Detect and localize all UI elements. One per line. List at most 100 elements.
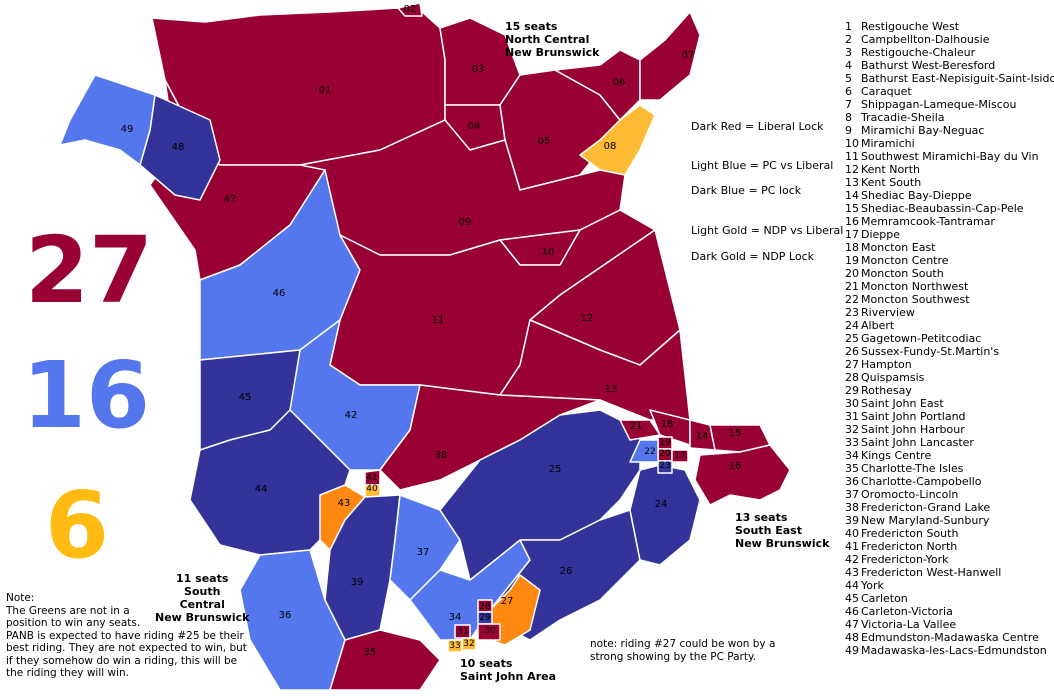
riding-list-item: 35 Charlotte-The Isles <box>845 462 1054 475</box>
riding-number-label: 20 <box>659 449 671 459</box>
riding-number: 38 <box>845 501 859 514</box>
riding-number: 15 <box>845 202 859 215</box>
riding-list-item: 34 Kings Centre <box>845 449 1054 462</box>
riding-number-label: 35 <box>364 647 377 658</box>
riding-number: 12 <box>845 163 859 176</box>
riding-number: 42 <box>845 553 859 566</box>
riding-name: Campbellton-Dalhousie <box>861 33 990 46</box>
riding-name: Fredericton South <box>861 527 959 540</box>
riding-number-label: 24 <box>655 499 668 510</box>
riding-list-item: 24 Albert <box>845 319 1054 332</box>
legend-pc-lock: Dark Blue = PC lock <box>691 184 802 197</box>
riding-number-label: 07 <box>682 50 695 61</box>
riding-list-item: 43 Fredericton West-Hanwell <box>845 566 1054 579</box>
riding-number-label: 05 <box>538 136 551 147</box>
riding-number: 2 <box>845 33 852 46</box>
riding-name: Victoria-La Vallee <box>861 618 957 631</box>
riding-number-label: 40 <box>366 484 378 494</box>
riding-list-item: 19 Moncton Centre <box>845 254 1054 267</box>
riding-number-label: 21 <box>630 421 643 432</box>
riding-list-item: 20 Moncton South <box>845 267 1054 280</box>
riding-list-item: 21 Moncton Northwest <box>845 280 1054 293</box>
region-name: South East <box>735 524 802 537</box>
note-line: best riding. They are not expected to wi… <box>6 642 247 654</box>
region-name: South <box>184 585 221 598</box>
riding-list-item: 39 New Maryland-Sunbury <box>845 514 1054 527</box>
note-line: if they somehow do win a riding, this wi… <box>6 654 238 667</box>
riding-number: 9 <box>845 124 852 137</box>
region-label-south-east: 13 seats South East New Brunswick <box>735 511 829 550</box>
riding-name: Shippagan-Lameque-Miscou <box>861 98 1017 111</box>
riding-list-item: 10 Miramichi <box>845 137 1054 150</box>
riding-number: 1 <box>845 20 852 33</box>
riding-number: 19 <box>845 254 859 267</box>
region-seats: 13 seats <box>735 511 788 524</box>
note-line: strong showing by the PC Party. <box>590 650 757 663</box>
region-name: New Brunswick <box>735 537 830 550</box>
riding-name: Fredericton-Grand Lake <box>861 501 991 514</box>
note-line: The Greens are not in a <box>6 604 130 617</box>
riding-list-item: 12 Kent North <box>845 163 1054 176</box>
riding-list-item: 16 Memramcook-Tantramar <box>845 215 1054 228</box>
note-line: position to win any seats. <box>6 617 141 629</box>
note-line: note: riding #27 could be won by a <box>590 638 776 650</box>
riding-list-item: 25 Gagetown-Petitcodiac <box>845 332 1054 345</box>
riding-name: Caraquet <box>861 85 912 98</box>
riding-number: 33 <box>845 436 859 449</box>
riding-name: Madawaska-les-Lacs-Edmundston <box>861 644 1047 657</box>
riding-number-label: 14 <box>696 431 709 442</box>
riding-number-label: 09 <box>459 217 472 228</box>
legend-ndp-vs-liberal: Light Gold = NDP vs Liberal <box>691 224 844 237</box>
riding-list-item: 47 Victoria-La Vallee <box>845 618 1054 631</box>
riding-list-item: 11 Southwest Miramichi-Bay du Vin <box>845 150 1054 163</box>
legend-pc-vs-liberal: Light Blue = PC vs Liberal <box>691 159 834 172</box>
riding-number-label: 12 <box>581 313 594 324</box>
riding-name: Miramichi <box>861 137 915 150</box>
riding-number-label: 33 <box>449 641 460 651</box>
riding-list-item: 49 Madawaska-les-Lacs-Edmundston <box>845 644 1054 657</box>
riding-number-label: 47 <box>224 194 237 205</box>
riding-name: Dieppe <box>861 228 901 241</box>
riding-list-item: 2 Campbellton-Dalhousie <box>845 33 1054 46</box>
legend-ndp-lock: Dark Gold = NDP Lock <box>691 250 815 263</box>
riding-list-item: 22 Moncton Southwest <box>845 293 1054 306</box>
riding-number-label: 06 <box>613 77 626 88</box>
riding-name: Moncton South <box>861 267 944 280</box>
riding-name: Tracadie-Sheila <box>861 111 945 124</box>
riding-list-item: 27 Hampton <box>845 358 1054 371</box>
riding-list: 1 Restigouche West 2 Campbellton-Dalhousie 3… <box>845 20 1054 657</box>
riding-number: 29 <box>845 384 859 397</box>
region-name: Saint John Area <box>460 670 556 683</box>
riding-name: Quispamsis <box>861 371 925 384</box>
riding-number: 14 <box>845 189 859 202</box>
riding-number: 21 <box>845 280 859 293</box>
riding-list-item: 9 Miramichi Bay-Neguac <box>845 124 1054 137</box>
riding-number: 35 <box>845 462 859 475</box>
riding-name: Kent South <box>861 176 922 189</box>
riding-number: 22 <box>845 293 859 306</box>
riding-17 <box>671 449 689 463</box>
riding-number-label: 49 <box>121 124 134 135</box>
riding-number: 36 <box>845 475 859 488</box>
riding-list-item: 29 Rothesay <box>845 384 1054 397</box>
riding-25 <box>439 409 641 581</box>
riding-list-item: 46 Carleton-Victoria <box>845 605 1054 618</box>
riding-name: Albert <box>861 319 895 332</box>
riding-number: 6 <box>845 85 852 98</box>
riding-list-item: 26 Sussex-Fundy-St.Martin's <box>845 345 1054 358</box>
riding-number: 39 <box>845 514 859 527</box>
riding-list-item: 14 Shediac Bay-Dieppe <box>845 189 1054 202</box>
region-name: North Central <box>505 33 590 46</box>
riding-number: 8 <box>845 111 852 124</box>
riding-name: Gagetown-Petitcodiac <box>861 332 982 345</box>
riding-name: Restigouche-Chaleur <box>861 46 976 59</box>
riding-number-label: 36 <box>279 610 292 621</box>
riding-name: Saint John Harbour <box>861 423 965 436</box>
riding-number: 26 <box>845 345 859 358</box>
riding-number: 49 <box>845 644 859 657</box>
riding-number: 24 <box>845 319 859 332</box>
riding-number-label: 23 <box>659 461 670 471</box>
riding-16 <box>694 444 791 506</box>
riding-number-label: 04 <box>468 121 481 132</box>
riding-number: 47 <box>845 618 859 631</box>
